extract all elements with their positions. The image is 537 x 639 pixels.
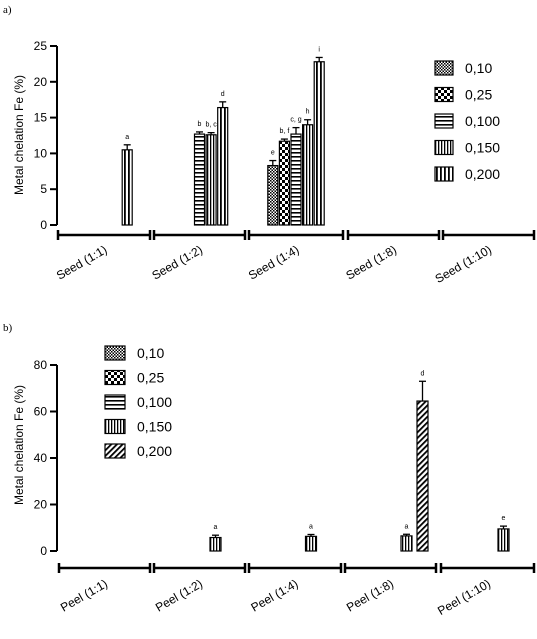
panel-b-bar — [304, 535, 318, 552]
panel-a-plot-area: 0 5 10 15 20 25 Seed (1:1) Seed (1:2) Seed (1:4)… — [34, 39, 536, 286]
panel-b-bar — [416, 400, 429, 552]
panel-b-bar — [400, 535, 413, 552]
panel-b-y-axis-label: Metal chelation Fe (%) — [12, 385, 26, 505]
panel-b-significance-label: e — [502, 515, 506, 522]
panel-a-significance-label: b, f — [280, 128, 290, 135]
panel-a-significance-label: a — [125, 134, 129, 141]
panel-a-bar — [290, 133, 302, 226]
panel-a-bar — [302, 124, 314, 226]
panel-b-legend-label: 0,150 — [137, 419, 172, 435]
panel-a-bar — [121, 149, 133, 226]
panel-a-significance-label: i — [318, 46, 320, 53]
panel-a-legend-label: 0,150 — [465, 140, 500, 156]
panel-b-significance-label: d — [421, 370, 425, 377]
panel-a-category-label: Seed (1:4) — [246, 242, 302, 282]
panel-a-category-label: Seed (1:1) — [54, 242, 110, 282]
panel-a-y-tick-label: 5 — [40, 182, 47, 196]
panel-b-legend: 0,10 0,25 0,100 0,150 0,200 — [104, 345, 172, 459]
panel-b-significance-label: a — [405, 523, 409, 530]
panel-b-legend-swatch — [104, 394, 126, 410]
panel-a-y-tick-label: 10 — [34, 146, 48, 160]
panel-b-legend-label: 0,200 — [137, 443, 172, 459]
panel-b-category-label: Peel (1:8) — [344, 576, 396, 614]
panel-b-y-tick-label: 40 — [34, 451, 48, 465]
panel-b-category-label: Peel (1:4) — [248, 576, 300, 614]
panel-a-bar — [313, 61, 325, 226]
panel-a-bar — [217, 106, 229, 226]
panel-a-bar — [205, 134, 217, 226]
panel-b-legend-label: 0,25 — [137, 370, 164, 386]
panel-b: b) Metal chelation Fe (%) 0 20 40 60 80 Peel … — [3, 322, 536, 618]
panel-b-legend-swatch — [104, 418, 126, 435]
panel-b-y-tick-label: 60 — [34, 405, 48, 419]
panel-a-y-tick-label: 0 — [40, 218, 47, 232]
panel-a-label: a) — [3, 4, 12, 16]
panel-b-bar — [497, 528, 510, 552]
panel-a-category-label: Seed (1:10) — [433, 242, 494, 285]
panel-a-legend-label: 0,25 — [465, 87, 492, 103]
panel-a-y-tick-label: 15 — [34, 111, 48, 125]
panel-a-legend-swatch — [434, 113, 454, 129]
panel-a-category-label: Seed (1:2) — [149, 242, 205, 282]
panel-a-legend: 0,10 0,25 0,100 0,150 0,200 — [434, 60, 500, 182]
panel-b-y-tick-label: 20 — [34, 498, 48, 512]
panel-a-y-tick-label: 25 — [34, 39, 48, 53]
panel-b-category-label: Peel (1:10) — [435, 576, 493, 617]
panel-b-legend-swatch — [104, 443, 126, 459]
panel-a: a) Metal chelation Fe (%) 0 5 10 15 20 25 Seed… — [3, 4, 536, 286]
panel-b-legend-swatch — [104, 369, 126, 386]
panel-b-y-tick-label: 80 — [34, 358, 48, 372]
panel-b-legend-label: 0,10 — [137, 345, 164, 361]
panel-b-bar — [209, 536, 222, 552]
panel-a-legend-swatch — [434, 60, 454, 76]
panel-a-legend-swatch — [434, 86, 454, 103]
panel-b-category-label: Peel (1:2) — [153, 576, 205, 614]
panel-b-significance-label: a — [309, 523, 313, 530]
panel-a-bar — [267, 164, 279, 226]
panel-b-legend-swatch — [104, 345, 126, 361]
panel-a-significance-label: b, c — [205, 122, 217, 129]
panel-a-legend-label: 0,200 — [465, 166, 500, 182]
panel-b-category-label: Peel (1:1) — [58, 576, 110, 614]
panel-b-label: b) — [3, 322, 13, 334]
panel-a-bar — [193, 133, 206, 226]
panel-a-significance-label: h — [306, 109, 310, 116]
panel-a-significance-label: e — [271, 150, 275, 157]
panel-a-y-tick-label: 20 — [34, 75, 48, 89]
panel-a-y-axis-label: Metal chelation Fe (%) — [12, 75, 26, 195]
panel-a-significance-label: c, g — [290, 117, 301, 124]
panel-a-significance-label: d — [221, 91, 225, 98]
panel-a-legend-swatch — [434, 139, 454, 156]
panel-b-significance-label: a — [214, 524, 218, 531]
panel-b-legend-label: 0,100 — [137, 394, 172, 410]
panel-a-significance-label: b — [198, 121, 202, 128]
panel-a-category-label: Seed (1:8) — [343, 242, 399, 282]
panel-b-y-tick-label: 0 — [40, 544, 47, 558]
panel-a-bar — [278, 140, 290, 226]
panel-a-legend-label: 0,10 — [465, 60, 492, 76]
panel-a-legend-label: 0,100 — [465, 113, 500, 129]
panel-a-legend-swatch — [434, 166, 454, 182]
